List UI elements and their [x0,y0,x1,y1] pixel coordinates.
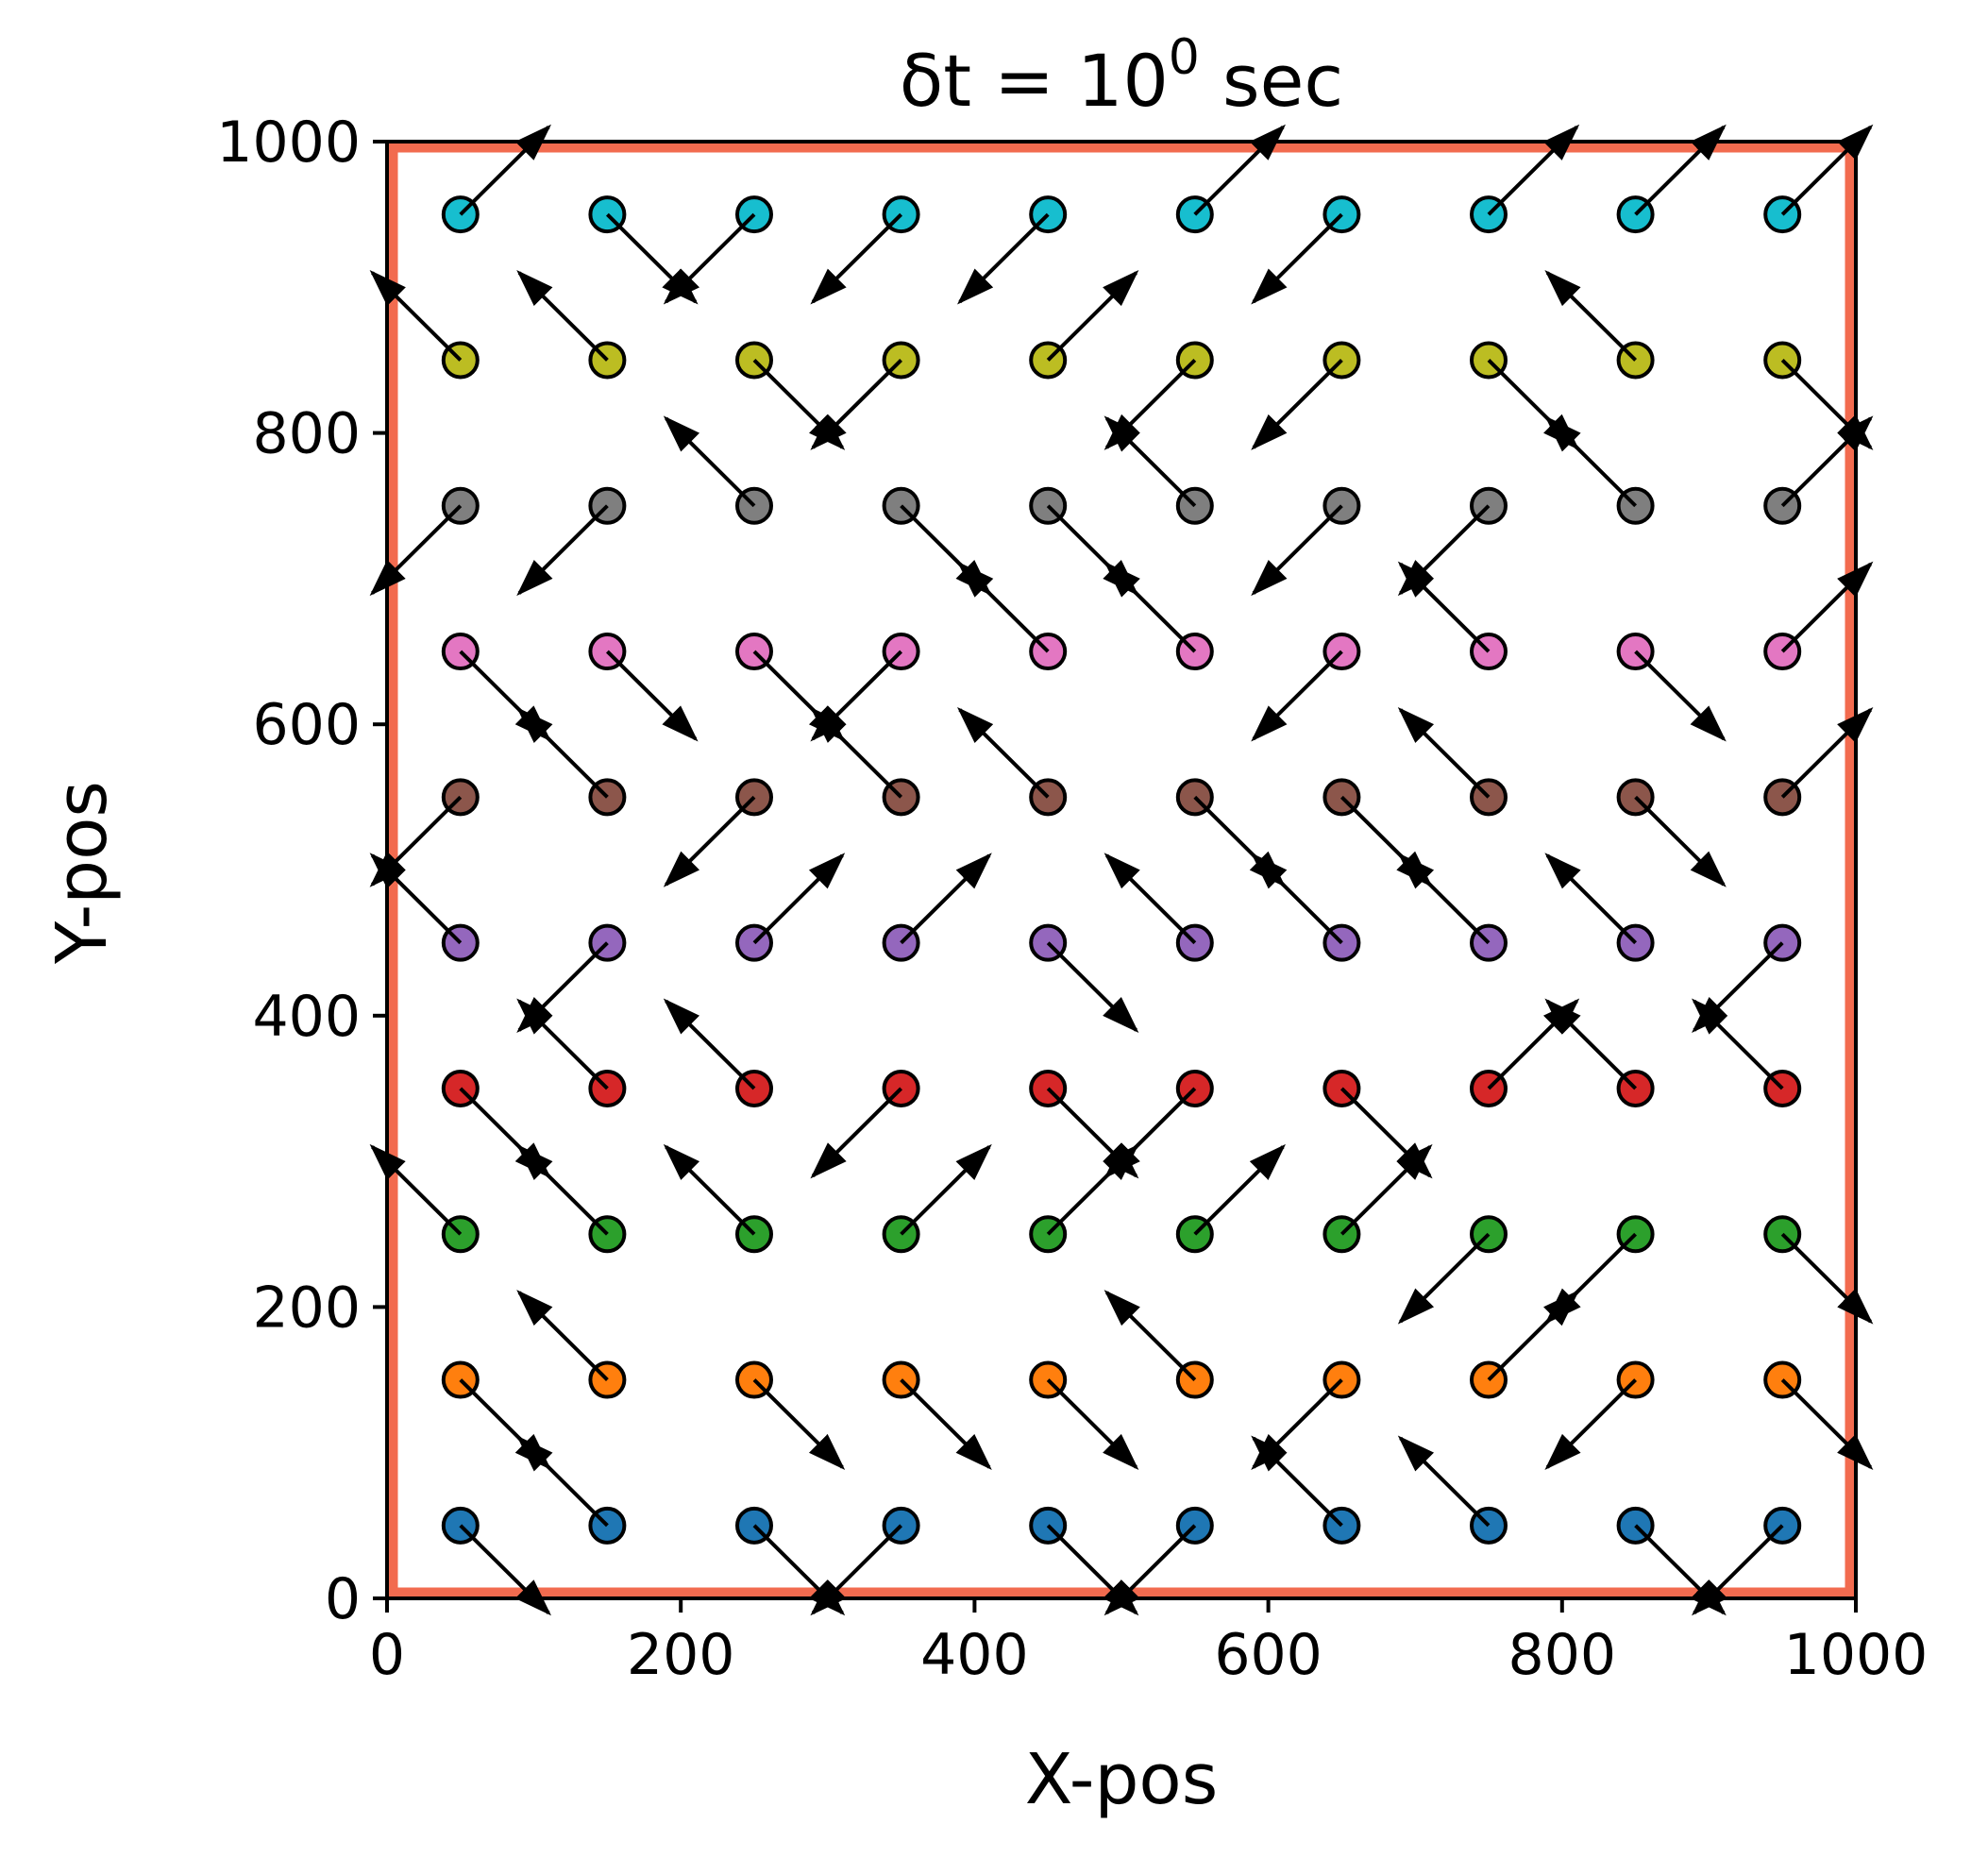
x-tick-label: 200 [627,1622,735,1688]
velocity-arrow [1397,504,1491,597]
velocity-arrow [810,1087,903,1179]
x-tick-label: 600 [1214,1622,1323,1688]
velocity-arrow [1104,1087,1197,1179]
velocity-arrow [663,795,756,887]
y-axis-ticks: 0 200 400 600 800 1000 [216,110,387,1632]
x-tick-label: 800 [1508,1622,1617,1688]
velocity-arrow [1251,1378,1343,1470]
velocity-arrow [1544,270,1638,362]
velocity-arrow [810,650,903,742]
velocity-arrow [900,1143,992,1236]
velocity-arrow [516,941,609,1034]
velocity-arrow [1397,561,1491,653]
x-tick-label: 1000 [1784,1622,1929,1688]
velocity-arrow [752,853,846,945]
velocity-arrow [1046,270,1139,362]
velocity-arrow [459,1087,552,1179]
velocity-arrow [1397,1232,1491,1325]
y-tick-label: 0 [325,1566,361,1632]
velocity-arrow [1193,1143,1287,1236]
axes-frame [385,140,1858,1600]
velocity-arrow [1251,650,1343,742]
velocity-arrow [1397,706,1491,799]
chart-title-prefix: δt = 10 [900,39,1169,123]
y-axis-label: Y-pos [42,781,123,965]
velocity-arrow [1691,941,1784,1034]
velocity-arrow [1544,1232,1638,1325]
particle-markers [369,124,1874,1616]
velocity-arrow [1251,504,1343,597]
velocity-arrow [516,1290,609,1381]
velocity-arrow [810,212,903,305]
velocity-arrow [1339,1143,1433,1236]
velocity-arrow [516,504,609,597]
y-tick-label: 400 [252,984,361,1050]
velocity-arrow [1634,795,1727,887]
velocity-arrow [605,650,699,742]
velocity-arrow [752,1378,846,1470]
velocity-arrow [956,706,1050,799]
y-tick-label: 600 [252,692,361,758]
velocity-arrow [459,1378,552,1470]
velocity-arrow [900,1378,992,1470]
velocity-arrow [663,998,756,1090]
velocity-arrow [1487,359,1580,450]
velocity-arrow [516,270,609,362]
velocity-arrow [1104,1290,1197,1381]
velocity-arrow [1251,212,1343,305]
velocity-arrow [459,650,552,742]
x-tick-label: 400 [920,1622,1029,1688]
velocity-arrow [1046,504,1139,597]
velocity-arrow [1339,1087,1433,1179]
chart-title-exponent: 0 [1169,29,1200,86]
velocity-arrow [810,359,903,450]
velocity-arrow [605,212,699,305]
x-tick-label: 0 [369,1622,405,1688]
x-axis-label: X-pos [1025,1739,1219,1820]
velocity-arrow [516,998,609,1090]
velocity-arrow [1251,359,1343,450]
y-tick-label: 200 [252,1275,361,1341]
y-tick-label: 800 [252,401,361,467]
velocity-arrow [1487,998,1580,1090]
velocity-arrow [1544,998,1638,1090]
y-tick-label: 1000 [216,110,361,176]
velocity-arrow [1397,1435,1491,1528]
velocity-arrow [900,853,992,945]
velocity-arrow [900,504,992,597]
velocity-arrow [1339,795,1433,887]
chart-title: δt = 100 sec [900,29,1343,123]
velocity-arrow [1251,1435,1343,1528]
velocity-arrow [663,212,756,305]
velocity-arrow [1544,853,1638,945]
velocity-arrow [1046,1087,1139,1179]
velocity-arrow [956,212,1050,305]
velocity-arrow [1104,415,1197,508]
velocity-arrow [1046,1378,1139,1470]
chart-title-suffix: sec [1200,39,1343,123]
x-axis-ticks: 0 200 400 600 800 1000 [369,1598,1928,1688]
velocity-arrow [663,415,756,508]
velocity-arrow [1104,853,1197,945]
velocity-arrow [1193,795,1287,887]
velocity-arrow [752,650,846,742]
velocity-arrow [1634,650,1727,742]
velocity-arrow [752,359,846,450]
velocity-arrow [1046,941,1139,1034]
velocity-arrow [1691,998,1784,1090]
velocity-arrow [1544,1378,1638,1470]
velocity-arrow [663,1143,756,1236]
velocity-arrow [1104,359,1197,450]
